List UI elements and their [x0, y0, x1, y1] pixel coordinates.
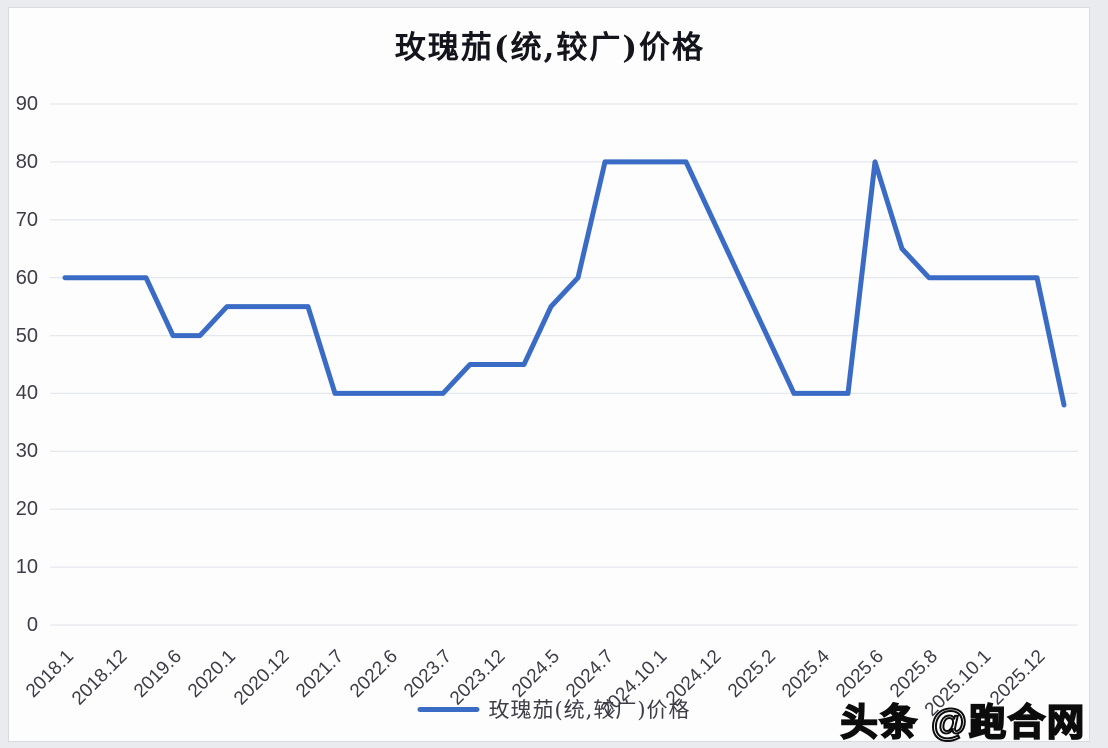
watermark: 头条 @跑合网: [840, 701, 1086, 744]
legend: 玫瑰茄(统,较广)价格: [417, 694, 690, 724]
y-axis-label-30: 30: [15, 440, 38, 463]
chart-card: [8, 7, 1090, 742]
y-axis-label-10: 10: [15, 556, 38, 579]
legend-line-swatch: [417, 706, 480, 712]
y-axis-label-20: 20: [15, 498, 38, 521]
y-axis-label-90: 90: [15, 93, 38, 115]
y-axis-label-70: 70: [15, 208, 38, 231]
y-axis-label-40: 40: [15, 382, 38, 405]
y-axis-label-60: 60: [15, 266, 38, 289]
y-axis-label-50: 50: [15, 324, 38, 347]
legend-label: 玫瑰茄(统,较广)价格: [488, 698, 691, 722]
y-axis-label-80: 80: [15, 150, 38, 173]
y-axis-label-0: 0: [26, 614, 38, 636]
chart-title: 玫瑰茄(统,较广)价格: [394, 30, 706, 66]
